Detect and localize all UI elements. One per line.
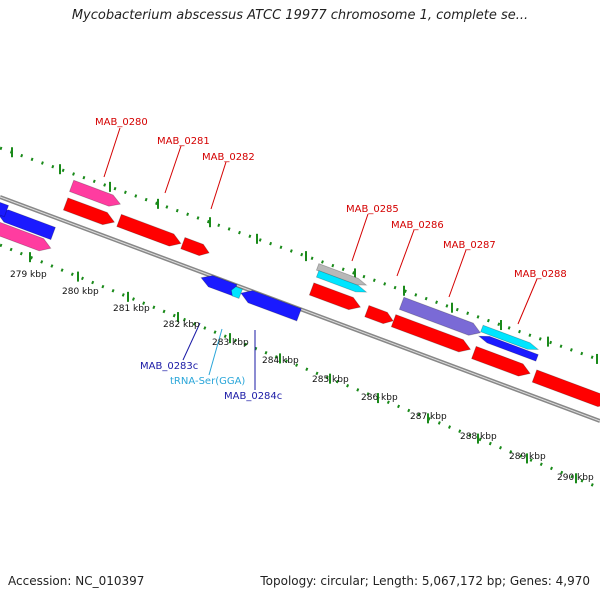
label-mab-0288: MAB_0288 <box>514 269 567 280</box>
gene-features <box>0 179 600 407</box>
forward-gene-labels: MAB_0280 MAB_0281 MAB_0282 MAB_0285 MAB_… <box>95 117 567 280</box>
gene-mab-0282a <box>116 213 182 247</box>
gene-mab-0283c <box>200 275 238 297</box>
gene-mab-0285 <box>308 282 362 311</box>
tick-label: 281 kbp <box>113 304 150 314</box>
gene-mab-0288 <box>471 345 531 377</box>
label-mab-0281: MAB_0281 <box>157 136 210 147</box>
accession-text: Accession: NC_010397 <box>8 574 145 588</box>
gene-mab-0282b <box>180 236 210 256</box>
forward-callouts <box>103 127 538 325</box>
tick-label: 290 kbp <box>557 473 594 483</box>
label-mab-0280: MAB_0280 <box>95 117 148 128</box>
tick-label: 279 kbp <box>10 270 47 280</box>
outer-ruler-ticks <box>11 147 598 364</box>
tick-label: 282 kbp <box>163 320 200 330</box>
label-mab-0284c: MAB_0284c <box>224 391 282 402</box>
gene-mab-0289 <box>531 369 600 407</box>
inner-ruler-ticks <box>29 252 577 484</box>
callout-trna <box>208 328 223 376</box>
gene-cyan-0288 <box>480 324 540 350</box>
label-mab-0287: MAB_0287 <box>443 240 496 251</box>
callout-mab-0283c <box>182 322 201 361</box>
gene-mab-0279c <box>0 209 56 241</box>
tick-label: 289 kbp <box>509 452 546 462</box>
gene-cyan-0285 <box>315 270 368 293</box>
tick-label: 288 kbp <box>460 432 497 442</box>
gene-trna-ser <box>230 286 243 299</box>
tick-label: 280 kbp <box>62 287 99 297</box>
label-mab-0283c: MAB_0283c <box>140 361 198 372</box>
ruler-labels: 279 kbp 280 kbp 281 kbp 282 kbp 283 kbp … <box>10 270 594 483</box>
gene-mab-0280 <box>69 179 122 207</box>
gene-pink-left <box>0 217 52 252</box>
tick-label: 287 kbp <box>410 412 447 422</box>
gene-gray-0285 <box>315 263 368 286</box>
label-mab-0285: MAB_0285 <box>346 204 399 215</box>
tick-label: 285 kbp <box>312 375 349 385</box>
inner-ruler <box>0 243 600 490</box>
gene-purple-0287 <box>398 296 482 336</box>
gene-mab-0284c <box>240 290 302 322</box>
gene-blue-0288 <box>477 335 539 362</box>
map-title: Mycobacterium abscessus ATCC 19977 chrom… <box>71 8 529 23</box>
label-mab-0282: MAB_0282 <box>202 152 255 163</box>
gene-mab-0286 <box>364 304 394 324</box>
outer-ruler <box>0 146 600 362</box>
tick-label: 286 kbp <box>361 393 398 403</box>
gene-mab-0281 <box>62 197 116 226</box>
tick-label: 283 kbp <box>212 338 249 348</box>
gene-blue-edge <box>0 200 10 218</box>
tick-label: 284 kbp <box>262 356 299 366</box>
gene-mab-0287 <box>390 314 472 353</box>
label-mab-0286: MAB_0286 <box>391 220 444 231</box>
topology-summary: Topology: circular; Length: 5,067,172 bp… <box>260 574 590 588</box>
label-trna-ser: tRNA-Ser(GGA) <box>170 376 245 387</box>
